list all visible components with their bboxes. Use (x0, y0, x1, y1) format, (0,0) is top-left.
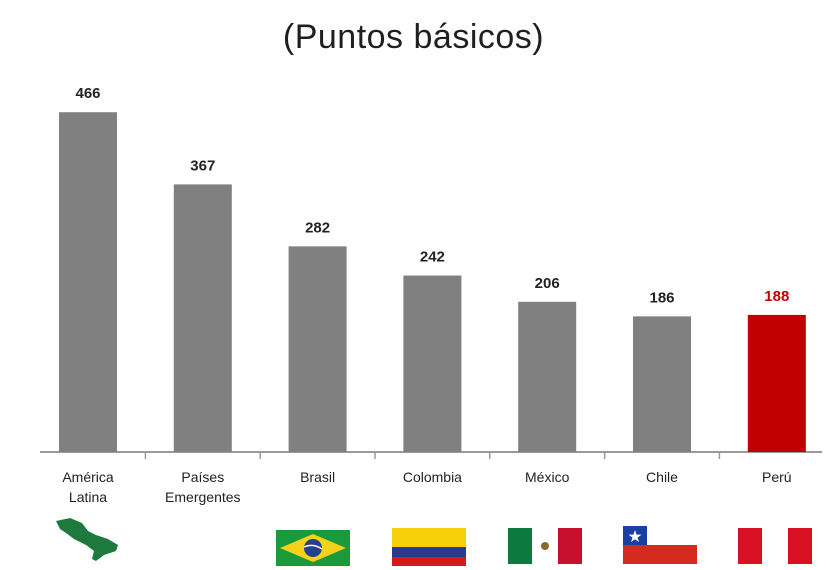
bar (403, 275, 462, 452)
category-label: Chile (646, 469, 678, 485)
brazil-flag-icon (276, 530, 350, 566)
category-label: México (525, 469, 570, 485)
chile-flag-icon (623, 526, 697, 564)
category-label: Países Emergentes (165, 469, 240, 505)
bar (288, 246, 347, 452)
data-label: 282 (305, 219, 330, 236)
bar (633, 316, 691, 452)
data-label: 206 (535, 275, 560, 292)
category-label: Colombia (403, 469, 462, 485)
data-label: 188 (764, 288, 789, 305)
data-label: 367 (190, 157, 215, 174)
category-label: Brasil (300, 469, 335, 485)
category-label: América Latina (62, 469, 114, 505)
chart-title: (Puntos básicos) (282, 18, 545, 56)
data-label: 242 (420, 249, 445, 266)
bar (518, 301, 577, 452)
bar (173, 184, 232, 453)
peru-flag-icon (738, 528, 812, 564)
colombia-flag-icon (392, 528, 466, 566)
latin-america-map-icon (56, 518, 118, 561)
category-label: Perú (762, 469, 792, 485)
data-label: 186 (649, 289, 674, 306)
data-label: 466 (75, 85, 100, 102)
mexico-flag-icon (508, 528, 582, 564)
bar (59, 112, 117, 452)
bar (747, 314, 806, 452)
